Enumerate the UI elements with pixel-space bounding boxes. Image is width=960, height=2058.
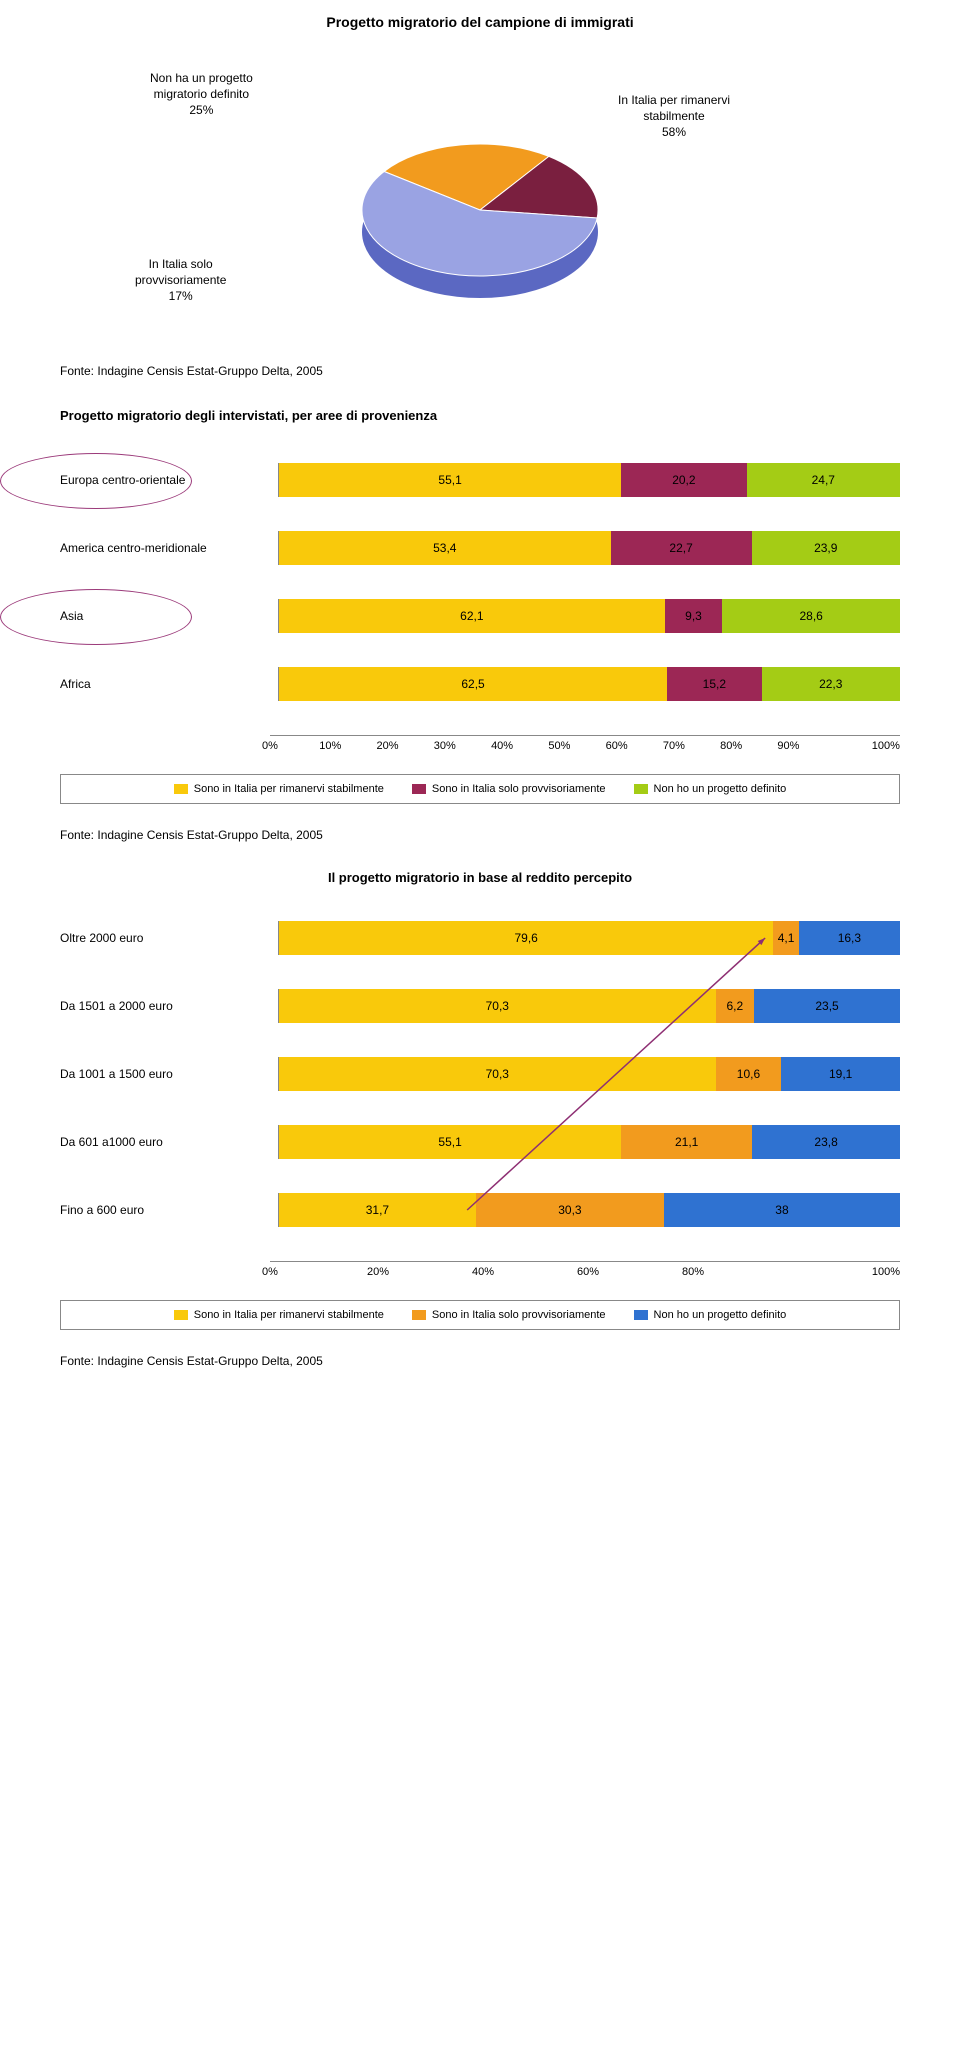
source-label-1: Fonte: Indagine Censis Estat-Gruppo Delt…: [0, 340, 960, 382]
row-label: Da 1001 a 1500 euro: [60, 1067, 278, 1081]
bar-segment: 9,3: [665, 599, 723, 633]
legend-swatch: [412, 1310, 426, 1320]
bar-segment: 23,5: [754, 989, 900, 1023]
bar-segment: 6,2: [716, 989, 755, 1023]
bar-segment: 55,1: [279, 1125, 621, 1159]
row-label: Da 601 a1000 euro: [60, 1135, 278, 1149]
table-row: Fino a 600 euro31,730,338: [60, 1193, 900, 1227]
row-label: Europa centro-orientale: [60, 473, 278, 487]
chart2-title: Progetto migratorio degli intervistati, …: [0, 382, 960, 441]
bar-segment: 70,3: [279, 989, 716, 1023]
legend-label: Sono in Italia per rimanervi stabilmente: [194, 783, 384, 795]
legend-label: Sono in Italia solo provvisoriamente: [432, 783, 606, 795]
legend-item: Sono in Italia solo provvisoriamente: [412, 783, 606, 795]
chart3-title: Il progetto migratorio in base al reddit…: [0, 846, 960, 899]
bar-segment: 22,3: [762, 667, 900, 701]
legend-item: Non ho un progetto definito: [634, 783, 787, 795]
bar-segment: 31,7: [279, 1193, 476, 1227]
chart2-legend: Sono in Italia per rimanervi stabilmente…: [60, 774, 900, 804]
chart2: Europa centro-orientale55,120,224,7 Ameri…: [0, 441, 960, 752]
legend-swatch: [634, 784, 648, 794]
table-row: Oltre 2000 euro79,64,116,3: [60, 921, 900, 955]
table-row: Da 601 a1000 euro55,121,123,8: [60, 1125, 900, 1159]
bar-segment: 21,1: [621, 1125, 752, 1159]
bar-segment: 23,9: [752, 531, 900, 565]
table-row: Europa centro-orientale55,120,224,7: [60, 463, 900, 497]
legend-swatch: [174, 1310, 188, 1320]
legend-item: Sono in Italia solo provvisoriamente: [412, 1309, 606, 1321]
row-bar: 55,120,224,7: [278, 463, 900, 497]
page-title: Progetto migratorio del campione di immi…: [0, 0, 960, 60]
bar-segment: 62,1: [279, 599, 665, 633]
legend-label: Non ho un progetto definito: [654, 783, 787, 795]
bar-segment: 19,1: [781, 1057, 900, 1091]
bar-segment: 20,2: [621, 463, 746, 497]
legend-label: Sono in Italia solo provvisoriamente: [432, 1309, 606, 1321]
row-label: Africa: [60, 677, 278, 691]
row-bar: 70,36,223,5: [278, 989, 900, 1023]
legend-label: Non ho un progetto definito: [654, 1309, 787, 1321]
bar-segment: 15,2: [667, 667, 761, 701]
bar-segment: 16,3: [799, 921, 900, 955]
bar-segment: 28,6: [722, 599, 900, 633]
bar-segment: 23,8: [752, 1125, 900, 1159]
row-label: Da 1501 a 2000 euro: [60, 999, 278, 1013]
row-bar: 70,310,619,1: [278, 1057, 900, 1091]
table-row: America centro-meridionale53,422,723,9: [60, 531, 900, 565]
bar-segment: 79,6: [279, 921, 773, 955]
legend-item: Sono in Italia per rimanervi stabilmente: [174, 1309, 384, 1321]
row-label: America centro-meridionale: [60, 541, 278, 555]
table-row: Da 1501 a 2000 euro70,36,223,5: [60, 989, 900, 1023]
bar-segment: 62,5: [279, 667, 667, 701]
legend-swatch: [634, 1310, 648, 1320]
bar-segment: 55,1: [279, 463, 621, 497]
row-bar: 79,64,116,3: [278, 921, 900, 955]
x-axis: 0%10%20%30%40%50%60%70%80%90%100%: [270, 735, 900, 752]
chart3-legend: Sono in Italia per rimanervi stabilmente…: [60, 1300, 900, 1330]
pie-label-0: Non ha un progettomigratorio definito25%: [150, 70, 253, 119]
row-bar: 53,422,723,9: [278, 531, 900, 565]
legend-swatch: [412, 784, 426, 794]
bar-segment: 4,1: [773, 921, 798, 955]
table-row: Asia62,19,328,6: [60, 599, 900, 633]
source-label-3: Fonte: Indagine Censis Estat-Gruppo Delt…: [0, 1330, 960, 1372]
row-label: Oltre 2000 euro: [60, 931, 278, 945]
legend-swatch: [174, 784, 188, 794]
row-bar: 31,730,338: [278, 1193, 900, 1227]
row-label: Asia: [60, 609, 278, 623]
source-label-2: Fonte: Indagine Censis Estat-Gruppo Delt…: [0, 804, 960, 846]
bar-segment: 24,7: [747, 463, 900, 497]
bar-segment: 38: [664, 1193, 900, 1227]
bar-segment: 10,6: [716, 1057, 782, 1091]
chart3: Oltre 2000 euro79,64,116,3 Da 1501 a 2000…: [0, 899, 960, 1278]
bar-segment: 70,3: [279, 1057, 716, 1091]
row-label: Fino a 600 euro: [60, 1203, 278, 1217]
row-bar: 55,121,123,8: [278, 1125, 900, 1159]
pie-chart: Non ha un progettomigratorio definito25%…: [0, 60, 960, 340]
pie-label-1: In Italia soloprovvisoriamente17%: [135, 256, 226, 305]
legend-item: Non ho un progetto definito: [634, 1309, 787, 1321]
table-row: Africa62,515,222,3: [60, 667, 900, 701]
row-bar: 62,515,222,3: [278, 667, 900, 701]
legend-item: Sono in Italia per rimanervi stabilmente: [174, 783, 384, 795]
bar-segment: 53,4: [279, 531, 611, 565]
row-bar: 62,19,328,6: [278, 599, 900, 633]
pie-label-2: In Italia per rimanervistabilmente58%: [618, 92, 730, 141]
x-axis: 0%20%40%60%80%100%: [270, 1261, 900, 1278]
bar-segment: 30,3: [476, 1193, 664, 1227]
legend-label: Sono in Italia per rimanervi stabilmente: [194, 1309, 384, 1321]
bar-segment: 22,7: [611, 531, 752, 565]
table-row: Da 1001 a 1500 euro70,310,619,1: [60, 1057, 900, 1091]
